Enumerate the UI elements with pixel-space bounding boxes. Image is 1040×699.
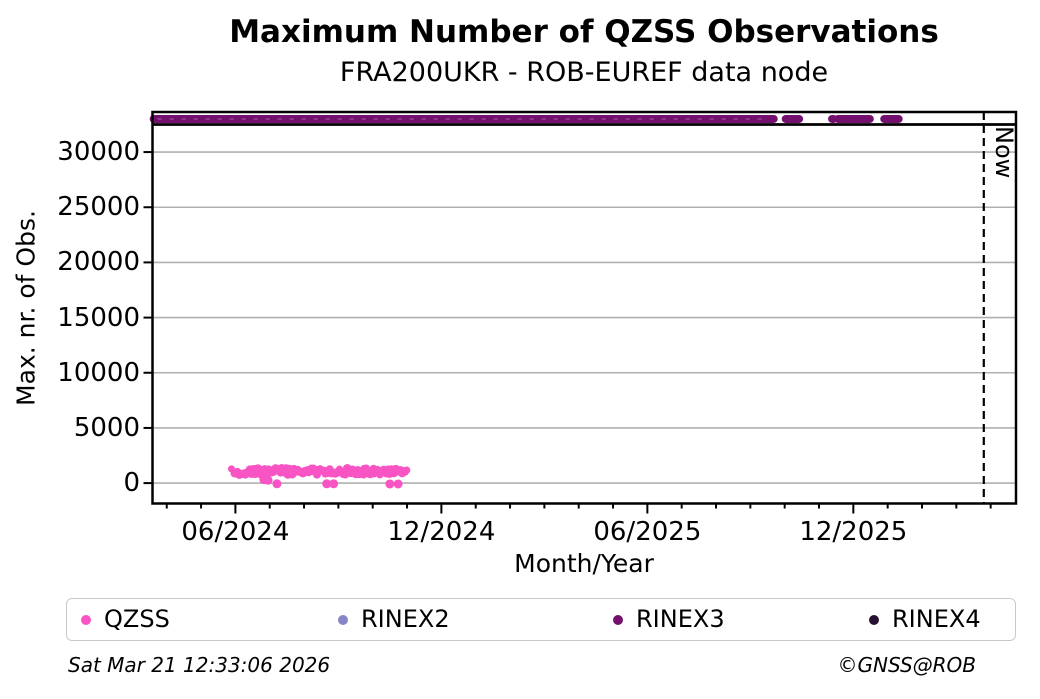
legend-label: RINEX4 bbox=[892, 605, 981, 633]
now-label: Now bbox=[990, 126, 1018, 179]
y-tick-label: 10000 bbox=[57, 357, 140, 388]
qzss-low-point bbox=[263, 475, 273, 485]
legend-item-rinex3: RINEX3 bbox=[613, 599, 725, 640]
plot-frame bbox=[151, 110, 1018, 505]
y-tick-label: 25000 bbox=[57, 192, 140, 223]
rinex4-marker-icon bbox=[869, 614, 879, 625]
rinex2-marker-icon bbox=[338, 614, 348, 625]
x-tick-label: 06/2024 bbox=[181, 517, 290, 547]
y-tick-label: 15000 bbox=[57, 302, 140, 333]
qzss-low-point bbox=[329, 479, 339, 489]
y-tick-label: 0 bbox=[123, 468, 140, 499]
x-axis-label: Month/Year bbox=[514, 549, 654, 578]
qzss-point bbox=[403, 466, 411, 474]
x-tick-label: 12/2025 bbox=[799, 517, 908, 547]
rinex3-marker-icon bbox=[613, 614, 623, 625]
qzss-low-point bbox=[393, 479, 403, 489]
footer-credit: ©GNSS@ROB bbox=[837, 653, 977, 677]
legend-item-rinex4: RINEX4 bbox=[869, 599, 981, 640]
legend-label: RINEX3 bbox=[636, 605, 725, 633]
y-tick-label: 20000 bbox=[57, 247, 140, 278]
y-tick-label: 30000 bbox=[57, 137, 140, 168]
y-tick-label: 5000 bbox=[73, 412, 140, 443]
legend: QZSS RINEX2 RINEX3 RINEX4 bbox=[66, 598, 1016, 641]
x-tick-label: 12/2024 bbox=[387, 517, 496, 547]
legend-label: RINEX2 bbox=[361, 605, 450, 633]
qzss-low-point bbox=[385, 479, 395, 489]
legend-item-rinex2: RINEX2 bbox=[338, 599, 450, 640]
chart-subtitle: FRA200UKR - ROB-EUREF data node bbox=[339, 57, 829, 88]
x-tick-label: 06/2025 bbox=[593, 517, 702, 547]
qzss-low-point bbox=[322, 479, 332, 489]
legend-label: QZSS bbox=[104, 605, 170, 633]
footer-timestamp: Sat Mar 21 12:33:06 2026 bbox=[68, 653, 331, 677]
qzss-low-point bbox=[272, 479, 282, 489]
legend-item-qzss: QZSS bbox=[81, 599, 170, 640]
chart-title: Maximum Number of QZSS Observations bbox=[229, 14, 939, 50]
qzss-marker-icon bbox=[81, 614, 91, 625]
